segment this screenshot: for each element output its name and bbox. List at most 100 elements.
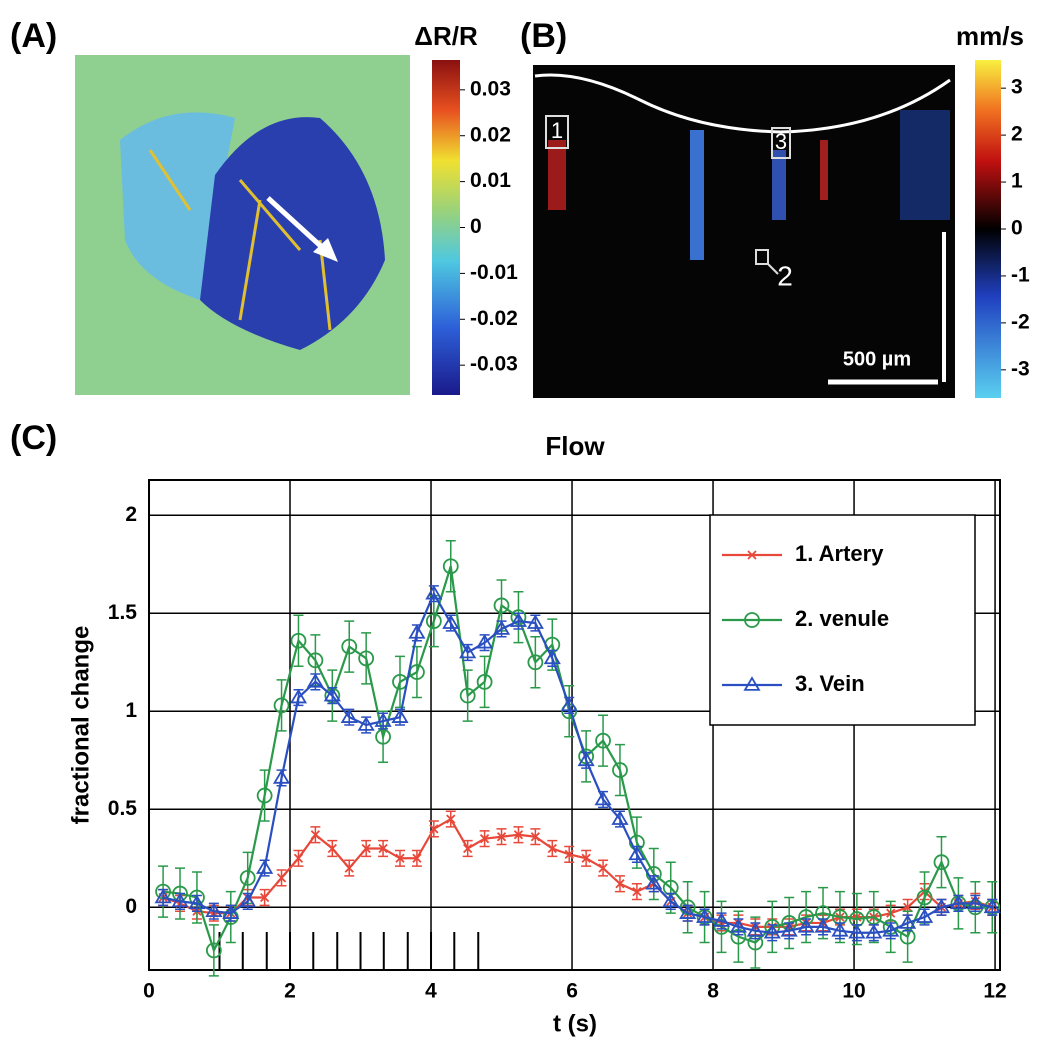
data-point <box>479 834 490 844</box>
colorbar-tick-label: 0 <box>1011 217 1023 240</box>
error-bar <box>614 743 625 797</box>
data-point <box>543 649 561 665</box>
data-point <box>831 922 849 937</box>
data-point <box>272 769 291 784</box>
data-point <box>547 843 557 854</box>
data-point <box>496 832 507 842</box>
data-point <box>357 716 375 731</box>
error-bar <box>462 669 473 722</box>
data-point <box>378 843 388 854</box>
x-tick-label: 0 <box>143 980 155 1003</box>
data-point <box>594 790 612 806</box>
data-point <box>256 859 274 874</box>
data-point <box>763 923 781 939</box>
data-point <box>327 843 337 854</box>
data-point <box>932 898 951 914</box>
legend-marker <box>743 676 761 691</box>
data-point <box>344 863 354 873</box>
x-tick-label: 8 <box>707 980 719 1003</box>
error-bar <box>344 620 355 673</box>
data-point <box>848 923 866 939</box>
data-point <box>154 888 172 904</box>
legend-label: 2. venule <box>795 606 889 631</box>
panel-label: (B) <box>520 17 567 55</box>
data-point <box>425 584 443 600</box>
data-point <box>374 712 392 727</box>
data-point <box>662 892 680 908</box>
error-bar <box>445 540 456 593</box>
data-point <box>530 832 541 842</box>
colorbar-label: mm/s <box>956 21 1024 51</box>
data-point <box>615 879 625 889</box>
data-point <box>632 886 642 897</box>
colorbar-tick-label: 0.02 <box>470 123 511 146</box>
x-tick-label: 10 <box>842 980 865 1003</box>
data-point <box>323 686 341 702</box>
data-point <box>560 696 578 712</box>
colorbar-tick-label: 1 <box>1011 170 1023 193</box>
data-point <box>696 908 714 923</box>
panel-label: (C) <box>10 419 57 457</box>
data-point <box>273 697 290 714</box>
data-point <box>408 624 426 639</box>
colorbar-tick-label: 2 <box>1011 123 1023 146</box>
y-tick-label: 1 <box>125 699 137 722</box>
colorbar-tick-label: -2 <box>1011 310 1030 333</box>
data-point <box>463 843 473 854</box>
data-point <box>865 923 883 939</box>
data-point <box>239 869 256 886</box>
colorbar-b <box>975 60 1001 398</box>
data-point <box>341 638 358 655</box>
region-label: 3 <box>775 129 787 154</box>
data-point <box>509 612 528 627</box>
region-label: 1 <box>551 118 563 143</box>
data-point <box>239 892 257 908</box>
data-point <box>171 892 189 908</box>
error-bar <box>259 769 270 822</box>
data-point <box>290 632 307 649</box>
scale-bar-label: 500 µm <box>843 348 911 370</box>
x-tick-label: 2 <box>284 980 296 1003</box>
data-point <box>493 597 510 614</box>
data-point <box>429 824 439 834</box>
error-bar <box>936 835 947 889</box>
data-point <box>358 650 375 667</box>
image-a <box>75 55 410 395</box>
colorbar-tick-label: -0.03 <box>470 353 518 376</box>
data-point <box>306 673 324 688</box>
legend-marker <box>744 612 760 628</box>
error-bar <box>293 614 304 667</box>
data-point <box>564 849 574 859</box>
colorbar-tick-label: -0.01 <box>470 261 518 284</box>
data-point <box>476 673 493 690</box>
data-point <box>903 902 913 912</box>
data-point <box>492 620 511 635</box>
y-tick-label: 1.5 <box>108 601 138 624</box>
data-point <box>395 853 405 863</box>
data-point <box>780 922 798 937</box>
colorbar-tick-label: 0.01 <box>470 169 511 192</box>
data-point <box>375 728 391 745</box>
data-point <box>577 751 595 767</box>
data-point <box>256 787 273 804</box>
data-point <box>222 904 240 919</box>
error-bar <box>208 924 219 977</box>
data-point <box>259 892 270 903</box>
colorbar-tick-label: -3 <box>1011 357 1030 380</box>
error-bar <box>394 655 405 709</box>
data-point <box>289 688 308 704</box>
data-point <box>933 854 950 871</box>
data-point <box>797 918 815 933</box>
data-point <box>746 922 764 937</box>
data-point <box>645 874 663 890</box>
data-point <box>581 853 591 863</box>
data-point <box>459 643 477 659</box>
chart-title: Flow <box>545 431 605 461</box>
data-point <box>476 633 494 649</box>
y-tick-label: 0.5 <box>108 797 138 820</box>
image-b <box>533 65 955 398</box>
data-point <box>899 914 917 929</box>
data-point <box>340 708 358 723</box>
plot-frame <box>148 479 1001 971</box>
x-tick-label: 4 <box>425 980 437 1003</box>
